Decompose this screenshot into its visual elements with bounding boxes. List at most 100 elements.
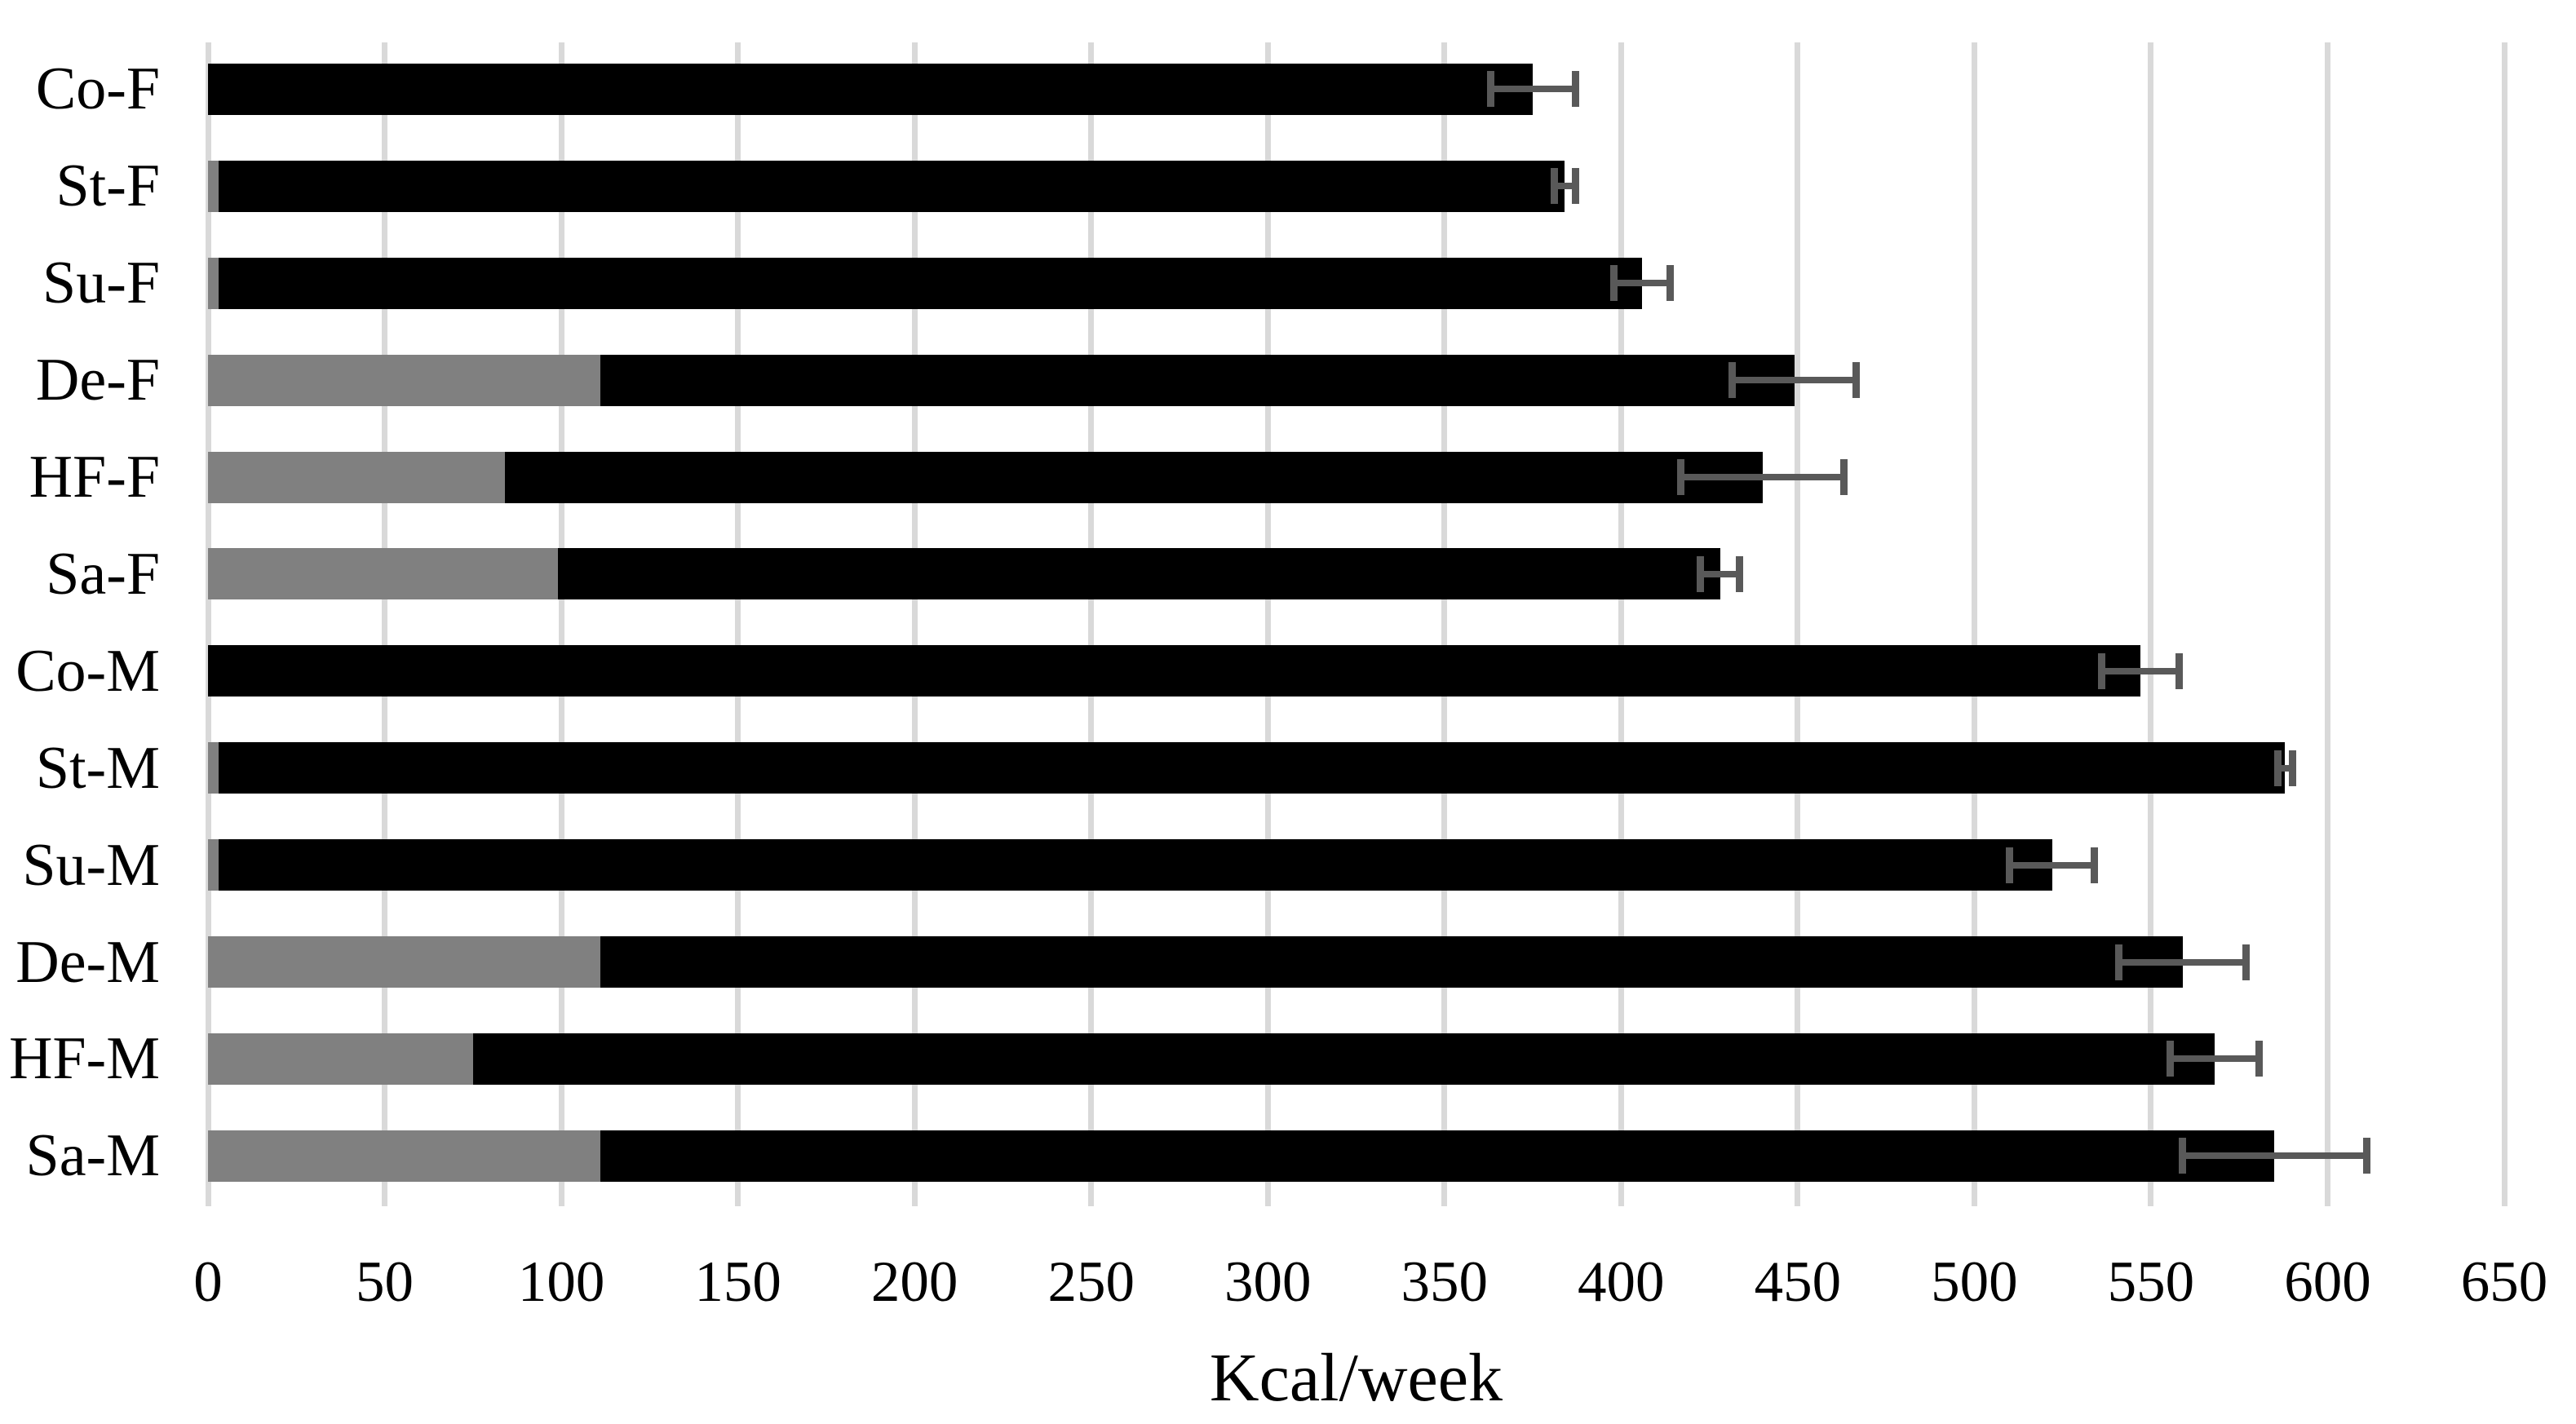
error-bar-line	[2009, 861, 2096, 869]
error-bar-cap-right	[1839, 459, 1848, 496]
error-bar-line	[2170, 1055, 2260, 1063]
y-category-label-Su-F: Su-F	[42, 250, 160, 317]
bar-gray-Su-M	[208, 839, 219, 891]
error-bar-cap-left	[1697, 555, 1705, 592]
gridline-500	[1971, 42, 1977, 1206]
x-tick-label-450: 450	[1754, 1250, 1842, 1314]
bar-black-De-F	[600, 354, 1795, 406]
x-tick-label-300: 300	[1224, 1250, 1312, 1314]
bar-black-Su-M	[218, 839, 2052, 891]
gridline-0	[205, 42, 211, 1206]
y-category-label-De-F: De-F	[35, 347, 160, 414]
error-bar-St-M	[2274, 750, 2296, 786]
error-bar-Sa-M	[2179, 1138, 2370, 1174]
x-tick-label-400: 400	[1578, 1250, 1665, 1314]
error-bar-De-M	[2115, 944, 2251, 980]
error-bar-cap-right	[1735, 555, 1743, 592]
gridline-350	[1441, 42, 1448, 1206]
error-bar-cap-left	[2115, 944, 2123, 980]
bar-black-St-M	[218, 742, 2286, 794]
bar-black-Sa-M	[600, 1130, 2275, 1182]
y-category-label-HF-F: HF-F	[29, 444, 160, 511]
gridline-50	[382, 42, 388, 1206]
error-bar-cap-right	[2175, 652, 2184, 689]
bar-gray-Sa-M	[208, 1130, 600, 1182]
x-tick-label-500: 500	[1931, 1250, 2018, 1314]
error-bar-cap-right	[1571, 71, 1579, 108]
bar-gray-Su-F	[208, 257, 219, 309]
bar-black-Co-M	[208, 645, 2140, 697]
error-bar-line	[2182, 1152, 2367, 1160]
y-category-label-St-F: St-F	[55, 153, 160, 220]
error-bar-line	[1613, 280, 1671, 287]
error-bar-line	[2118, 958, 2247, 966]
bar-black-De-M	[600, 936, 2183, 988]
x-tick-label-200: 200	[870, 1250, 958, 1314]
error-bar-Su-F	[1610, 265, 1675, 302]
bar-black-Sa-F	[557, 548, 1720, 600]
error-bar-line	[1700, 570, 1740, 577]
error-bar-cap-left	[2179, 1138, 2187, 1174]
x-tick-label-0: 0	[193, 1250, 223, 1314]
error-bar-Co-M	[2097, 652, 2184, 689]
gridline-600	[2324, 42, 2330, 1206]
gridline-150	[735, 42, 741, 1206]
gridline-100	[558, 42, 564, 1206]
error-bar-De-F	[1728, 362, 1860, 399]
bar-black-Co-F	[208, 63, 1534, 115]
error-bar-Sa-F	[1697, 555, 1743, 592]
x-tick-label-650: 650	[2460, 1250, 2548, 1314]
error-bar-line	[2100, 667, 2180, 674]
error-bar-cap-left	[2167, 1041, 2175, 1077]
error-bar-HF-F	[1677, 459, 1848, 496]
y-category-label-Sa-F: Sa-F	[46, 540, 160, 608]
y-category-label-Co-F: Co-F	[35, 55, 160, 123]
bar-gray-De-M	[208, 936, 600, 988]
error-bar-cap-right	[1571, 168, 1579, 205]
bar-gray-HF-F	[208, 451, 505, 503]
error-bar-cap-left	[1486, 71, 1494, 108]
error-bar-cap-left	[1728, 362, 1737, 399]
gridline-450	[1795, 42, 1801, 1206]
error-bar-cap-left	[2097, 652, 2105, 689]
error-bar-cap-right	[2091, 847, 2099, 883]
x-tick-label-350: 350	[1401, 1250, 1489, 1314]
bar-gray-HF-M	[208, 1033, 473, 1085]
error-bar-Su-M	[2006, 847, 2099, 883]
error-bar-HF-M	[2167, 1041, 2263, 1077]
error-bar-line	[1732, 377, 1857, 384]
gridline-200	[911, 42, 918, 1206]
error-bar-cap-left	[2006, 847, 2014, 883]
bar-gray-De-F	[208, 354, 600, 406]
error-bar-St-F	[1550, 168, 1579, 205]
y-category-label-Su-M: Su-M	[22, 831, 160, 899]
gridline-550	[2148, 42, 2154, 1206]
y-category-label-Co-M: Co-M	[15, 637, 160, 705]
y-category-label-Sa-M: Sa-M	[25, 1122, 160, 1190]
error-bar-cap-right	[1852, 362, 1860, 399]
bar-black-Su-F	[218, 257, 1643, 309]
error-bar-cap-left	[2274, 750, 2282, 786]
x-tick-label-50: 50	[356, 1250, 414, 1314]
x-tick-label-250: 250	[1047, 1250, 1135, 1314]
gridline-650	[2501, 42, 2507, 1206]
x-tick-label-150: 150	[694, 1250, 781, 1314]
error-bar-cap-left	[1610, 265, 1618, 302]
error-bar-cap-right	[2242, 944, 2251, 980]
gridline-400	[1618, 42, 1624, 1206]
bar-gray-St-M	[208, 742, 219, 794]
y-category-label-St-M: St-M	[35, 734, 160, 802]
y-category-label-De-M: De-M	[15, 928, 160, 996]
x-tick-label-600: 600	[2284, 1250, 2371, 1314]
error-bar-cap-right	[2362, 1138, 2370, 1174]
error-bar-cap-right	[2255, 1041, 2263, 1077]
error-bar-line	[1553, 183, 1576, 190]
error-bar-cap-left	[1550, 168, 1558, 205]
error-bar-line	[1489, 86, 1576, 93]
bar-black-St-F	[218, 160, 1565, 212]
bar-black-HF-F	[504, 451, 1763, 503]
bar-gray-Sa-F	[208, 548, 558, 600]
error-bar-line	[2277, 764, 2293, 772]
error-bar-Co-F	[1486, 71, 1579, 108]
